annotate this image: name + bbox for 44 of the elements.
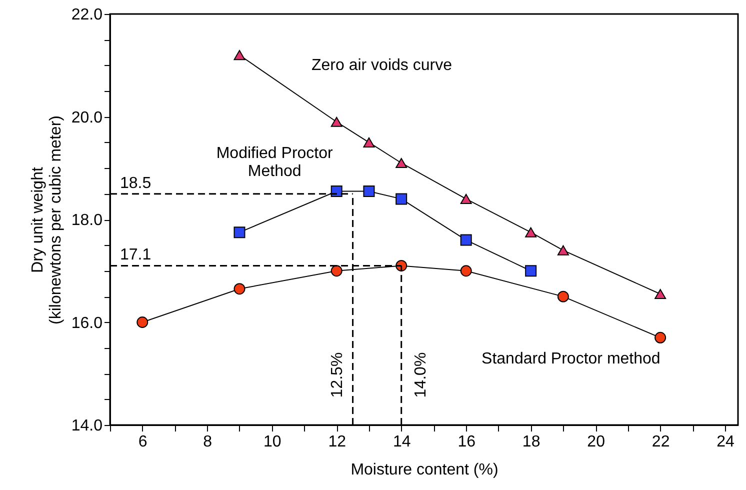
ref-line-label: 17.1 [120, 246, 152, 264]
point [234, 283, 246, 295]
point [557, 245, 569, 256]
ref-line-label: 14.0% [412, 352, 430, 398]
point [396, 193, 408, 205]
point [460, 234, 472, 246]
y-tick-label: 14.0 [71, 418, 103, 434]
x-tick-label: 24 [716, 434, 735, 450]
series-label: Zero air voids curve [311, 57, 452, 74]
point [460, 265, 472, 277]
point [460, 194, 472, 204]
point [330, 116, 342, 127]
point [654, 332, 666, 344]
x-tick-label: 18 [522, 434, 540, 450]
x-tick-label: 10 [263, 434, 282, 450]
point [654, 288, 666, 300]
x-tick-label: 16 [458, 434, 476, 450]
x-tick-label: 20 [587, 434, 606, 450]
point [234, 50, 246, 60]
y-tick-label: 20.0 [71, 109, 103, 126]
point [525, 265, 537, 277]
point [557, 290, 569, 302]
x-tick-label: 8 [203, 434, 212, 450]
point [363, 137, 375, 148]
point [330, 186, 342, 197]
series-label: Modified Proctor Method [216, 145, 334, 180]
y-tick-label: 22.0 [71, 6, 103, 24]
point [525, 227, 537, 238]
x-tick-label: 22 [652, 434, 670, 450]
series-label: Standard Proctor method [482, 350, 660, 368]
point [234, 226, 246, 238]
x-tick-label: 14 [392, 434, 411, 450]
y-tick-label: 16.0 [71, 314, 103, 332]
x-tick-label: 12 [328, 434, 346, 450]
x-axis-title: Moisture content (%) [350, 462, 498, 478]
ref-line-label: 18.5 [120, 174, 152, 192]
x-tick-label: 6 [138, 434, 148, 450]
point [363, 186, 375, 197]
point [136, 316, 148, 328]
point [396, 158, 408, 168]
point [330, 265, 342, 277]
y-tick-label: 18.0 [71, 212, 103, 229]
ref-line-label: 12.5% [328, 352, 346, 398]
y-axis-title: Dry unit weight (kilonewtons per cubic meter) [29, 116, 64, 324]
